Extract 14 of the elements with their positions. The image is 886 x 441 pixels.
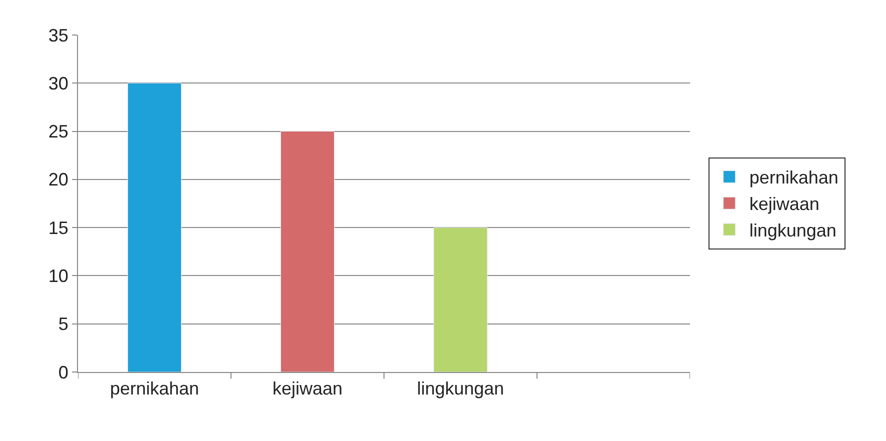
y-tick-label: 10 <box>48 266 68 286</box>
x-tick-label: pernikahan <box>110 378 200 399</box>
y-tick-label: 35 <box>48 25 68 46</box>
y-tick-label: 25 <box>48 122 68 142</box>
x-tick-label: kejiwaan <box>272 378 343 399</box>
legend-label: pernikahan <box>749 168 838 188</box>
y-tick-label: 15 <box>48 218 68 238</box>
x-tick-label: lingkungan <box>416 378 504 399</box>
y-tick-label: 30 <box>48 73 68 94</box>
y-tick-label: 5 <box>58 314 68 334</box>
y-tick-label: 20 <box>48 170 68 190</box>
legend-label: kejiwaan <box>749 194 820 214</box>
legend-label: lingkungan <box>749 220 836 241</box>
y-tick-label: 0 <box>58 362 68 382</box>
